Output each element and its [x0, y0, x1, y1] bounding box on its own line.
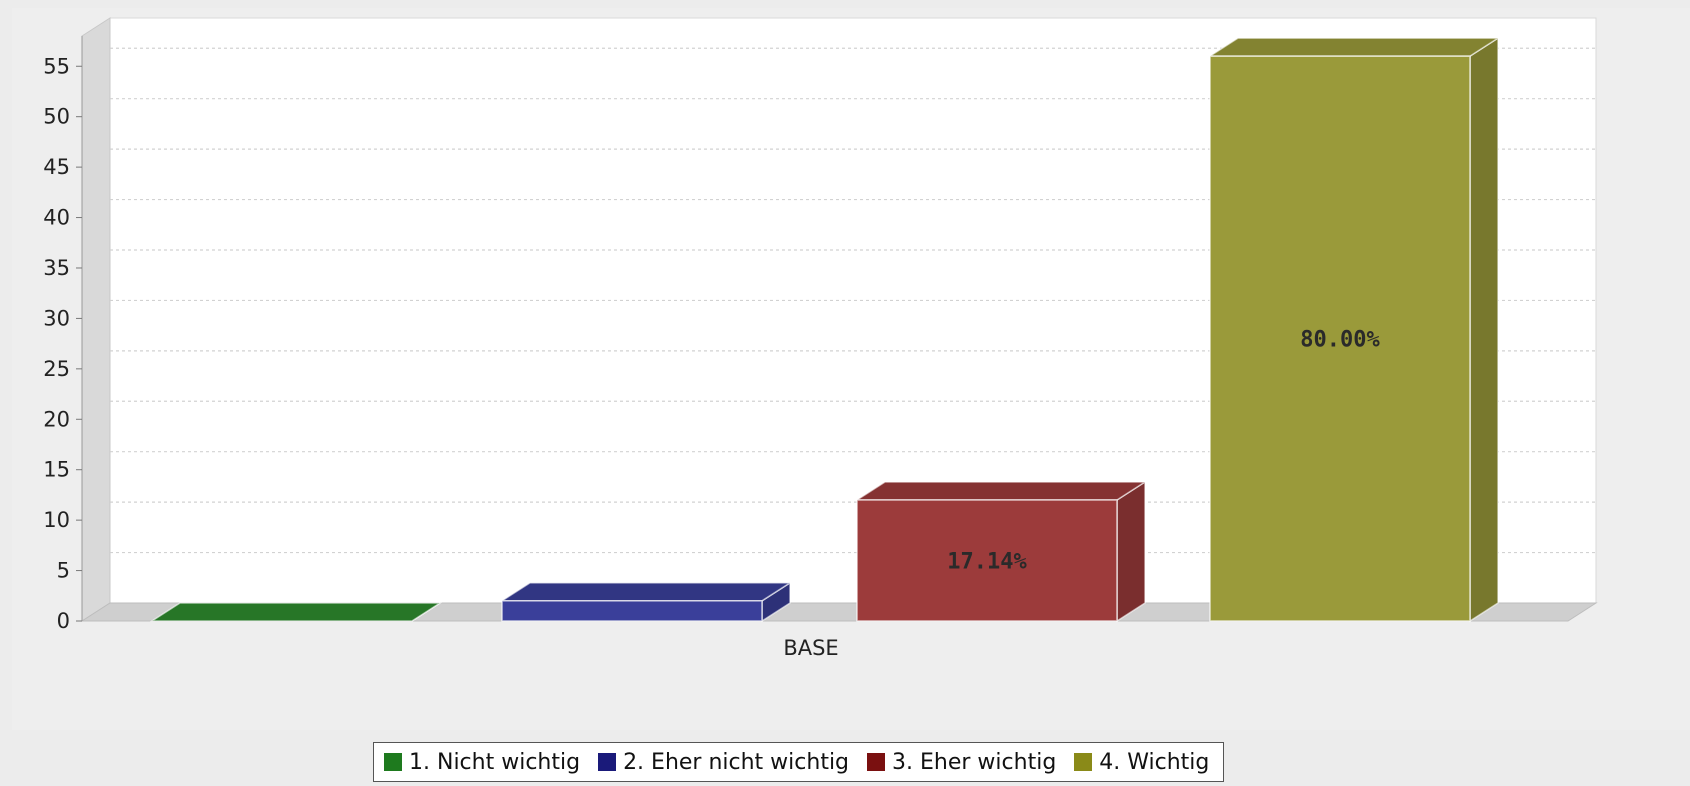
- y-tick-label: 25: [43, 357, 70, 381]
- plot-side-wall: [81, 17, 111, 622]
- bar-side-face: [1469, 36, 1499, 623]
- bar-4: 80.00%: [1207, 36, 1501, 623]
- y-tick-label: 20: [43, 407, 70, 431]
- bar-top-face: [1207, 37, 1501, 57]
- legend: 1. Nicht wichtig 2. Eher nicht wichtig 3. …: [373, 742, 1225, 782]
- legend-label: 1. Nicht wichtig: [409, 749, 581, 775]
- legend-swatch: [384, 753, 402, 771]
- category-label: BASE: [783, 636, 838, 660]
- legend-label: 2. Eher nicht wichtig: [623, 749, 850, 775]
- y-tick-label: 0: [57, 609, 70, 633]
- legend-item: 2. Eher nicht wichtig: [598, 750, 849, 775]
- y-tick-label: 45: [43, 155, 70, 179]
- legend-label: 4. Wichtig: [1099, 749, 1210, 775]
- bar-2: [499, 581, 793, 623]
- bar-top-face: [499, 582, 793, 602]
- y-tick-label: 35: [43, 256, 70, 280]
- bar-top-face: [149, 602, 443, 622]
- legend-item: 3. Eher wichtig: [867, 750, 1056, 775]
- legend-item: 1. Nicht wichtig: [384, 750, 580, 775]
- legend-item: 4. Wichtig: [1074, 750, 1209, 775]
- y-tick-label: 10: [43, 508, 70, 532]
- y-tick-label: 30: [43, 306, 70, 330]
- data-label: 80.00%: [1300, 328, 1380, 353]
- y-tick-label: 15: [43, 458, 70, 482]
- bar-front-face: [856, 499, 1118, 622]
- legend-label: 3. Eher wichtig: [892, 749, 1057, 775]
- bar-3: 17.14%: [854, 480, 1148, 623]
- data-label: 17.14%: [947, 549, 1027, 574]
- bar-top-face: [854, 481, 1148, 501]
- bar-side-face: [1116, 480, 1146, 623]
- bar-front-face: [501, 600, 763, 622]
- y-tick-label: 55: [43, 54, 70, 78]
- bar-1: [149, 602, 443, 622]
- y-tick-label: 5: [57, 559, 70, 583]
- legend-swatch: [1074, 753, 1093, 771]
- y-tick-label: 40: [43, 206, 70, 230]
- legend-swatch: [598, 753, 617, 771]
- bar-front-face: [1209, 55, 1471, 622]
- legend-swatch: [867, 753, 886, 771]
- y-tick-label: 50: [43, 105, 70, 129]
